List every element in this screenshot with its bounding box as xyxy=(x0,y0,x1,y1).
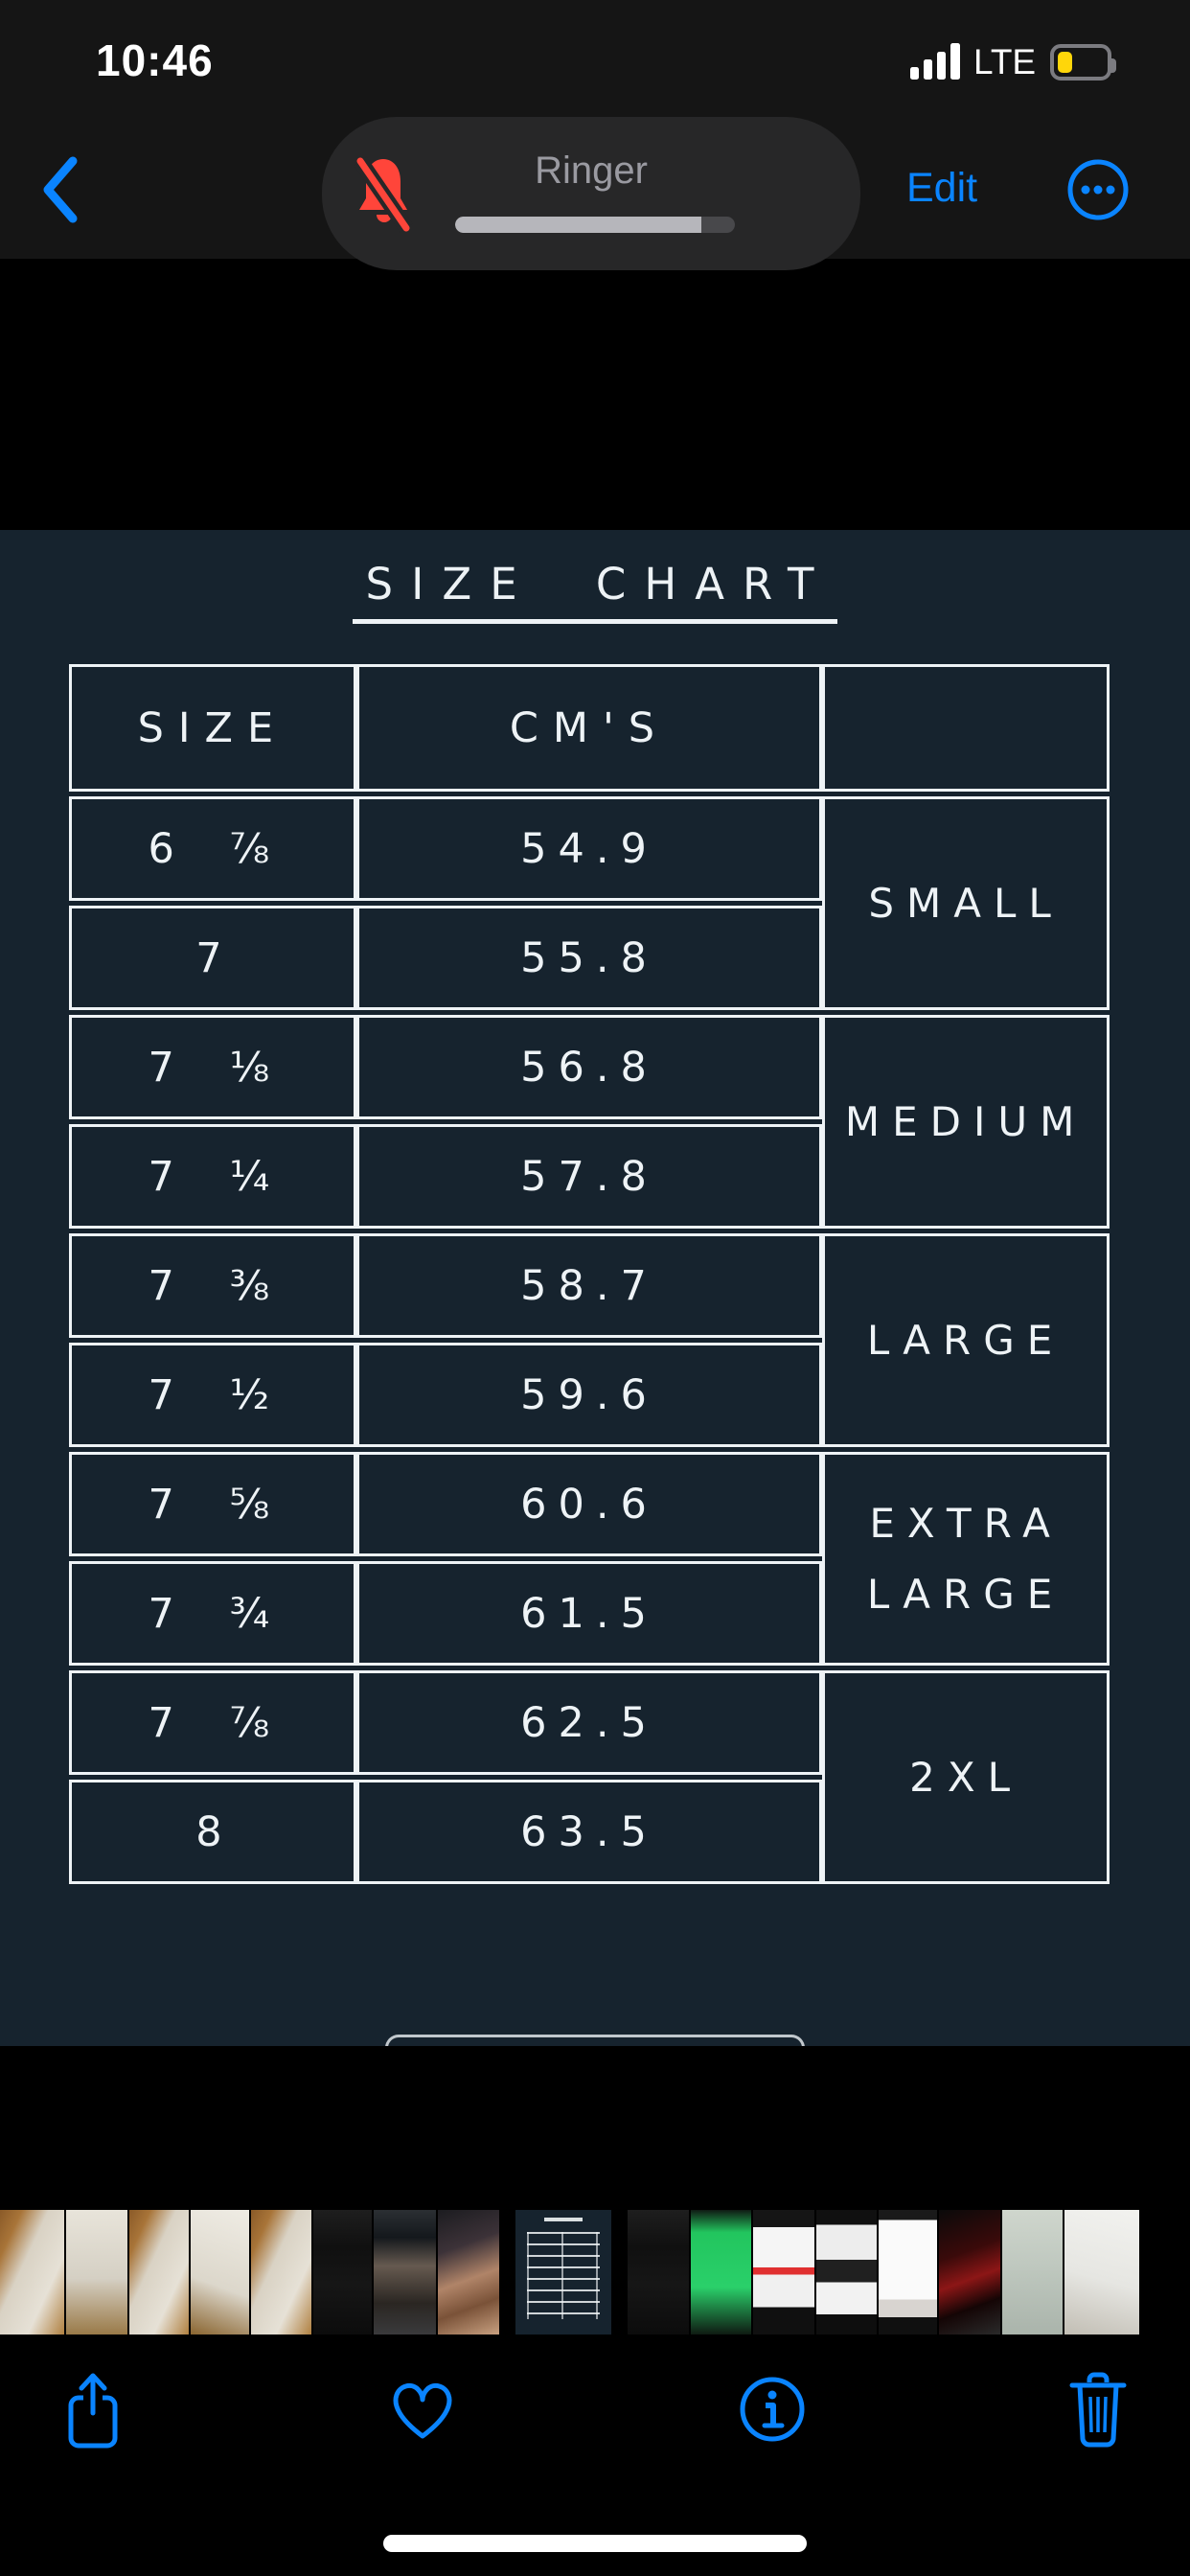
photo-cropped-box-edge xyxy=(385,2035,805,2046)
group-label-2xl: 2XL xyxy=(822,1670,1110,1884)
size-value: 7 ⅜ xyxy=(69,1233,356,1338)
size-chart-title: SIZE CHART xyxy=(352,559,838,624)
header-size: SIZE xyxy=(69,664,356,792)
photo-view-size-chart[interactable]: SIZE CHART SIZE CM'S 6 ⅞ 54.9 SMALL 7 55… xyxy=(0,530,1190,2046)
size-value: 7 ½ xyxy=(69,1343,356,1447)
more-options-button[interactable] xyxy=(1065,157,1131,222)
cm-value: 54.9 xyxy=(355,796,823,901)
bottom-toolbar xyxy=(0,2358,1190,2482)
ringer-volume-hud: Ringer xyxy=(322,117,860,270)
table-row: 8 63.5 xyxy=(69,1780,1110,1884)
bell-slash-icon xyxy=(354,156,413,233)
filmstrip-thumbnail[interactable] xyxy=(1064,2210,1139,2334)
ringer-volume-slider[interactable] xyxy=(455,217,735,233)
filmstrip-thumbnail[interactable] xyxy=(66,2210,127,2334)
filmstrip-thumbnail[interactable] xyxy=(816,2210,877,2334)
table-row: 7 55.8 xyxy=(69,906,1110,1010)
battery-icon xyxy=(1050,44,1116,80)
info-icon[interactable] xyxy=(738,2375,807,2444)
size-value: 8 xyxy=(69,1780,356,1884)
share-icon[interactable] xyxy=(63,2371,123,2451)
size-value: 6 ⅞ xyxy=(69,796,356,901)
table-row: 7 ⅞ 62.5 2XL xyxy=(69,1670,1110,1884)
filmstrip-thumbnail[interactable] xyxy=(753,2210,814,2334)
home-indicator[interactable] xyxy=(383,2535,807,2552)
table-row: 6 ⅞ 54.9 SMALL xyxy=(69,796,1110,1010)
cm-value: 56.8 xyxy=(355,1015,823,1119)
filmstrip-thumbnail[interactable] xyxy=(129,2210,189,2334)
battery-nub xyxy=(1110,58,1116,73)
cm-value: 60.6 xyxy=(355,1452,823,1556)
cm-value: 62.5 xyxy=(355,1670,823,1775)
filmstrip-thumbnail[interactable] xyxy=(1002,2210,1063,2334)
status-time: 10:46 xyxy=(96,35,214,85)
cellular-signal-icon xyxy=(910,43,960,80)
favorite-heart-icon[interactable] xyxy=(388,2379,457,2442)
size-value: 7 ⅝ xyxy=(69,1452,356,1556)
table-row: 7 ½ 59.6 xyxy=(69,1343,1110,1447)
size-chart-table: SIZE CM'S 6 ⅞ 54.9 SMALL 7 55.8 7 ⅛ 56.8… xyxy=(69,659,1110,1889)
filmstrip-thumbnail[interactable] xyxy=(939,2210,1000,2334)
photo-filmstrip xyxy=(0,2210,1190,2334)
edit-button[interactable]: Edit xyxy=(906,165,978,211)
cm-value: 57.8 xyxy=(355,1124,823,1229)
group-label-small: SMALL xyxy=(822,796,1110,1010)
table-row: 7 ⅜ 58.7 LARGE xyxy=(69,1233,1110,1447)
cm-value: 59.6 xyxy=(355,1343,823,1447)
table-row: 7 ⅝ 60.6 EXTRA LARGE xyxy=(69,1452,1110,1666)
status-and-nav-bar: 10:46 LTE Ringer Edit xyxy=(0,0,1190,270)
cm-value: 61.5 xyxy=(355,1561,823,1666)
header-cms: CM'S xyxy=(355,664,823,792)
ringer-label: Ringer xyxy=(535,150,648,192)
filmstrip-thumbnail-selected[interactable] xyxy=(515,2210,611,2334)
mini-size-chart-table xyxy=(527,2232,600,2320)
table-row: 7 ⅛ 56.8 MEDIUM xyxy=(69,1015,1110,1229)
size-value: 7 ⅛ xyxy=(69,1015,356,1119)
network-type-label: LTE xyxy=(973,42,1037,81)
ringer-volume-fill xyxy=(455,217,701,233)
battery-fill xyxy=(1058,52,1072,73)
table-row: 7 ¼ 57.8 xyxy=(69,1124,1110,1229)
cm-value: 63.5 xyxy=(355,1780,823,1884)
cm-value: 58.7 xyxy=(355,1233,823,1338)
filmstrip-thumbnail[interactable] xyxy=(438,2210,499,2334)
filmstrip-thumbnail[interactable] xyxy=(313,2210,372,2334)
filmstrip-thumbnail[interactable] xyxy=(628,2210,689,2334)
filmstrip-thumbnail[interactable] xyxy=(251,2210,311,2334)
delete-trash-icon[interactable] xyxy=(1067,2371,1129,2450)
table-row: 7 ¾ 61.5 xyxy=(69,1561,1110,1666)
filmstrip-thumbnail[interactable] xyxy=(374,2210,436,2334)
filmstrip-thumbnail[interactable] xyxy=(191,2210,249,2334)
mini-size-chart-title xyxy=(515,2217,611,2221)
filmstrip-thumbnail[interactable] xyxy=(0,2210,64,2334)
filmstrip-thumbnail[interactable] xyxy=(879,2210,937,2334)
group-label-medium: MEDIUM xyxy=(822,1015,1110,1229)
size-value: 7 ¾ xyxy=(69,1561,356,1666)
group-label-extra-large: EXTRA LARGE xyxy=(822,1452,1110,1666)
header-group xyxy=(822,664,1110,792)
group-label-large: LARGE xyxy=(822,1233,1110,1447)
size-value: 7 xyxy=(69,906,356,1010)
back-button[interactable] xyxy=(36,153,94,226)
table-header-row: SIZE CM'S xyxy=(69,664,1110,792)
size-value: 7 ¼ xyxy=(69,1124,356,1229)
size-value: 7 ⅞ xyxy=(69,1670,356,1775)
cm-value: 55.8 xyxy=(355,906,823,1010)
filmstrip-thumbnail[interactable] xyxy=(691,2210,751,2334)
